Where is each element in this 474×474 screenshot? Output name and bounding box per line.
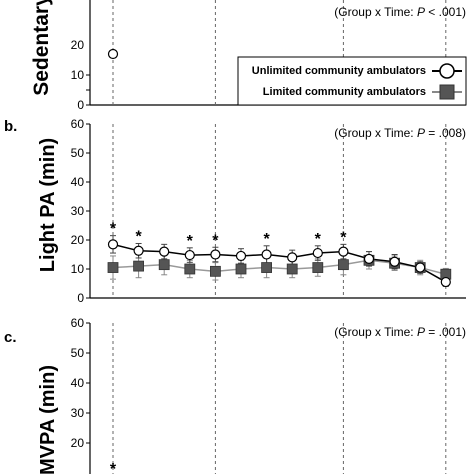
panel-b-annotation: (Group x Time: P = .008) <box>334 126 466 140</box>
data-point-unlimited <box>338 246 349 257</box>
data-point-unlimited <box>210 249 221 260</box>
data-point-limited <box>209 265 221 277</box>
data-point-unlimited <box>159 246 170 257</box>
legend-box <box>237 56 467 106</box>
data-point-unlimited <box>184 249 195 261</box>
data-point-unlimited <box>415 262 426 273</box>
significance-star: * <box>110 221 117 238</box>
panel-c: c. MVPA (min) 20 30 40 50 60 (Group x Time: … <box>4 316 466 474</box>
panel-b: b. Light PA (min) 0 10 20 30 40 50 60 (Group x… <box>4 117 466 305</box>
data-point-unlimited <box>107 48 119 60</box>
ytick-label: 60 <box>71 117 85 131</box>
ytick-label: 20 <box>71 38 85 52</box>
legend-marker-unlimited <box>439 63 455 79</box>
significance-star: * <box>212 232 219 249</box>
data-point-unlimited <box>312 247 323 259</box>
ytick-label: 40 <box>71 175 85 189</box>
data-point-limited <box>286 263 298 275</box>
data-point-unlimited <box>261 249 272 260</box>
significance-star: * <box>315 231 322 248</box>
significance-star: * <box>340 229 347 246</box>
panel-a-annotation: (Group x Time: P < .001) <box>334 5 466 19</box>
panel-b-ylabel: Light PA (min) <box>37 138 59 272</box>
data-point-unlimited <box>235 250 247 262</box>
data-point-unlimited <box>389 256 400 267</box>
panel-c-letter: c. <box>4 329 17 346</box>
significance-star: * <box>187 233 194 250</box>
data-point-unlimited <box>107 239 119 250</box>
ytick-label: 0 <box>77 98 84 112</box>
data-point-limited <box>312 262 324 273</box>
ytick-label: 50 <box>71 346 85 360</box>
data-point-unlimited <box>133 245 144 256</box>
legend-label-unlimited: Unlimited community ambulators <box>252 65 426 77</box>
data-point-unlimited <box>287 252 298 263</box>
panel-c-ylabel: MVPA (min) <box>37 365 59 474</box>
data-point-unlimited <box>440 276 451 288</box>
legend: Unlimited community ambulators Limited c… <box>237 56 467 106</box>
ytick-label: 20 <box>71 233 85 247</box>
panel-b-letter: b. <box>4 118 17 135</box>
legend-label-limited: Limited community ambulators <box>263 86 426 98</box>
significance-star: * <box>110 461 117 474</box>
ytick-label: 10 <box>71 68 85 82</box>
ytick-label: 30 <box>71 406 85 420</box>
ytick-label: 50 <box>71 146 85 160</box>
data-point-limited <box>158 259 170 271</box>
panel-a: Sedentary 20 10 0 (Group x Time: P < .00… <box>30 0 467 112</box>
data-point-limited <box>261 262 273 273</box>
legend-marker-limited <box>439 84 455 100</box>
data-point-unlimited <box>363 253 375 264</box>
significance-star: * <box>135 228 142 245</box>
panel-a-ylabel: Sedentary <box>30 0 53 96</box>
data-point-limited <box>184 263 196 275</box>
data-point-limited <box>337 259 349 271</box>
data-point-limited <box>235 263 247 275</box>
panel-c-annotation: (Group x Time: P = .001) <box>334 325 466 339</box>
ytick-label: 0 <box>77 291 84 305</box>
significance-star: * <box>263 231 270 248</box>
data-point-limited <box>133 260 145 272</box>
ytick-label: 60 <box>71 316 85 330</box>
data-point-limited <box>107 262 119 273</box>
ytick-label: 30 <box>71 204 85 218</box>
ytick-label: 10 <box>71 262 85 276</box>
ytick-label: 40 <box>71 376 85 390</box>
ytick-label: 20 <box>71 436 85 450</box>
